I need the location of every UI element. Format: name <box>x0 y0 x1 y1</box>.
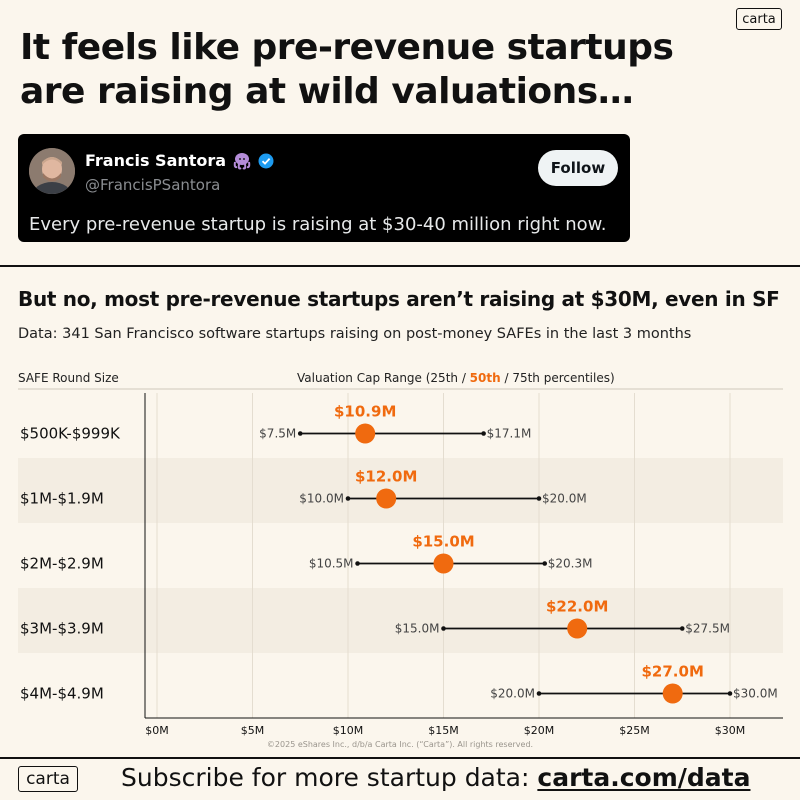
tweet-author-name[interactable]: Francis Santora <box>85 151 274 170</box>
median-label: $10.9M <box>334 403 396 421</box>
x-tick-label: $30M <box>715 724 746 737</box>
p75-label: $17.1M <box>487 427 532 441</box>
row-band <box>18 588 783 653</box>
median-label: $12.0M <box>355 468 417 486</box>
row-label: $500K-$999K <box>20 425 121 443</box>
data-note: Data: 341 San Francisco software startup… <box>18 326 692 342</box>
p25-label: $15.0M <box>395 622 440 636</box>
p25-label: $7.5M <box>259 427 296 441</box>
column-header-valuation-cap: Valuation Cap Range (25th / 50th / 75th … <box>297 371 615 385</box>
copyright-notice: ©2025 eShares Inc., d/b/a Carta Inc. (“C… <box>266 740 534 749</box>
median-dot <box>433 553 454 574</box>
row-label: $2M-$2.9M <box>20 555 104 573</box>
x-tick-label: $20M <box>524 724 555 737</box>
chart-subtitle: But no, most pre-revenue startups aren’t… <box>18 287 780 311</box>
x-tick-label: $0M <box>145 724 169 737</box>
p25-endpoint <box>297 431 303 436</box>
header-prefix: Valuation Cap Range (25th / <box>297 371 470 385</box>
p25-endpoint <box>355 561 360 566</box>
p75-label: $27.5M <box>685 622 730 636</box>
tweet-text: Every pre-revenue startup is raising at … <box>29 214 607 235</box>
p25-endpoint <box>345 496 351 501</box>
author-name-text[interactable]: Francis Santora <box>85 151 227 170</box>
p75-endpoint <box>542 561 548 566</box>
p25-label: $10.0M <box>299 492 344 506</box>
p75-label: $30.0M <box>733 687 778 701</box>
carta-logo-top[interactable]: carta <box>736 8 782 30</box>
headline: It feels like pre-revenue startups are r… <box>20 27 674 112</box>
avatar[interactable] <box>29 148 75 194</box>
p25-endpoint <box>441 626 446 631</box>
median-label: $22.0M <box>546 598 608 616</box>
median-dot <box>376 488 397 509</box>
p75-label: $20.0M <box>542 492 587 506</box>
row-label: $3M-$3.9M <box>20 620 104 638</box>
median-label: $15.0M <box>412 533 474 551</box>
median-label: $27.0M <box>642 663 704 681</box>
p75-endpoint <box>481 431 486 436</box>
p75-label: $20.3M <box>548 557 593 571</box>
section-divider <box>0 265 800 267</box>
p75-endpoint <box>679 626 685 631</box>
p25-label: $10.5M <box>309 557 354 571</box>
header-suffix: / 75th percentiles) <box>500 371 615 385</box>
x-tick-label: $5M <box>241 724 265 737</box>
follow-button[interactable]: Follow <box>538 150 618 186</box>
p25-endpoint <box>536 691 542 696</box>
subscribe-line: Subscribe for more startup data: carta.c… <box>121 763 750 792</box>
valuation-range-chart: $0M $5M $10M $15M $20M $25M $30M $500K-$999K $7.… <box>18 388 783 737</box>
x-tick-label: $10M <box>333 724 364 737</box>
row-label: $1M-$1.9M <box>20 490 104 508</box>
carta-logo-bottom[interactable]: carta <box>18 766 78 792</box>
octopus-emoji-icon <box>232 152 252 170</box>
median-dot <box>567 618 588 639</box>
footer-divider <box>0 757 800 759</box>
subscribe-text: Subscribe for more startup data: <box>121 763 538 792</box>
p75-endpoint <box>727 691 733 696</box>
median-dot <box>662 683 683 704</box>
subscribe-link[interactable]: carta.com/data <box>537 763 751 792</box>
header-highlight: 50th <box>469 371 501 385</box>
x-tick-label: $15M <box>428 724 459 737</box>
x-tick-label: $25M <box>619 724 650 737</box>
tweet-handle[interactable]: @FrancisPSantora <box>85 176 221 194</box>
p75-endpoint <box>536 496 542 501</box>
tweet-card[interactable]: Francis Santora @FrancisPSantora Follow … <box>18 134 630 242</box>
p25-label: $20.0M <box>490 687 535 701</box>
verified-badge-icon <box>258 153 274 169</box>
column-header-round-size: SAFE Round Size <box>18 371 119 385</box>
median-dot <box>355 423 376 444</box>
row-label: $4M-$4.9M <box>20 685 104 703</box>
